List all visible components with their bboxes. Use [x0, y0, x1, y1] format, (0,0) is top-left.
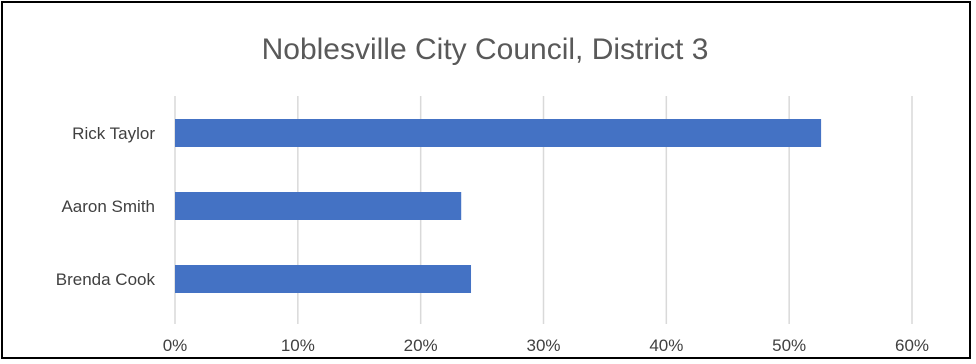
x-tick-label: 10% [281, 336, 315, 355]
x-tick-label: 30% [526, 336, 560, 355]
category-labels: Rick Taylor Aaron Smith Brenda Cook [56, 124, 156, 289]
x-tick-label: 40% [649, 336, 683, 355]
category-label: Brenda Cook [56, 270, 156, 289]
bars [175, 119, 822, 293]
chart-frame [1, 1, 971, 359]
x-tick-label: 60% [895, 336, 929, 355]
bar [175, 192, 462, 220]
x-tick-label: 20% [404, 336, 438, 355]
chart-title: Noblesville City Council, District 3 [262, 33, 709, 66]
category-label: Rick Taylor [72, 124, 155, 143]
category-label: Aaron Smith [61, 197, 155, 216]
x-tick-label: 50% [772, 336, 806, 355]
bar [175, 119, 822, 147]
x-tick-labels: 0% 10% 20% 30% 40% 50% 60% [163, 336, 929, 355]
x-tick-label: 0% [163, 336, 188, 355]
bar [175, 265, 472, 293]
